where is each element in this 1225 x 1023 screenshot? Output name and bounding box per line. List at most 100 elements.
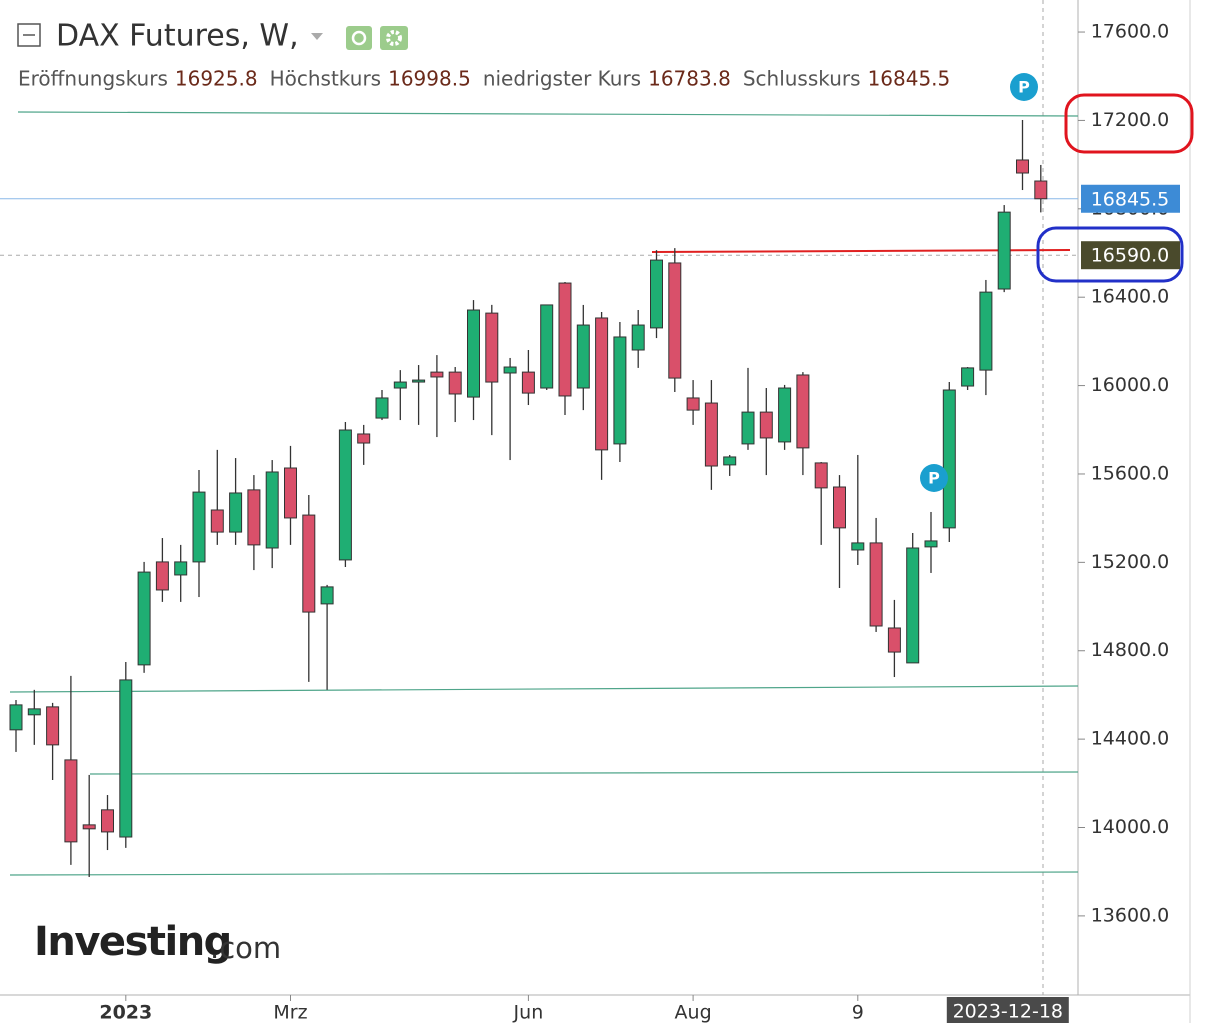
price-label-box — [1081, 241, 1180, 270]
candle-body — [961, 367, 975, 387]
candle-body — [284, 467, 297, 519]
price-label: 16845.5 — [1091, 188, 1170, 210]
candle-body — [851, 542, 865, 551]
x-tick-label-box — [946, 997, 1069, 1023]
candle-body — [924, 540, 938, 548]
highlight-ellipse — [1036, 226, 1184, 283]
candle-body — [46, 706, 60, 746]
highlight-ellipse — [1064, 93, 1194, 154]
candle-body — [192, 491, 206, 563]
candle-body — [302, 514, 316, 613]
settings-icon[interactable] — [380, 26, 408, 50]
candle-body — [869, 542, 883, 627]
candle-body — [741, 411, 755, 445]
candle-body — [650, 259, 663, 329]
watermark-suffix: .com — [210, 931, 281, 965]
candle-body — [558, 282, 572, 397]
candle-body — [1034, 180, 1048, 200]
y-tick-label: 13600.0 — [1091, 904, 1170, 926]
visibility-icon[interactable] — [346, 26, 372, 50]
trend-line — [9, 871, 1079, 876]
candle-body — [631, 324, 645, 351]
candle-body — [979, 291, 993, 371]
candle-body — [997, 211, 1011, 290]
event-marker[interactable] — [920, 464, 948, 492]
y-tick-label: 14400.0 — [1091, 728, 1170, 750]
candle-body — [759, 411, 773, 439]
dropdown-icon[interactable] — [311, 33, 323, 40]
candle-body — [155, 561, 169, 591]
candle-body — [210, 509, 224, 533]
event-marker[interactable] — [1010, 73, 1038, 101]
candle-body — [229, 492, 243, 533]
watermark: Investing — [34, 919, 231, 965]
candle-body — [27, 708, 41, 716]
ohlc-label: Höchstkurs — [270, 67, 382, 91]
event-marker-label: P — [928, 469, 940, 488]
candle-body — [265, 471, 279, 549]
y-tick-label: 17600.0 — [1091, 21, 1170, 43]
x-tick-label: 9 — [852, 1002, 864, 1023]
candle-body — [64, 759, 78, 843]
x-tick-label: Jun — [513, 1002, 544, 1023]
candle-body — [101, 809, 114, 833]
candle-body — [448, 371, 462, 395]
candle-body — [704, 402, 718, 467]
candle-body — [668, 262, 682, 379]
candle-body — [174, 561, 188, 576]
candle-body — [82, 824, 96, 830]
chart-title: DAX Futures, W, — [56, 19, 299, 54]
candle-body — [430, 371, 444, 378]
candle-body — [576, 324, 590, 389]
ohlc-label: Eröffnungskurs — [18, 67, 168, 91]
trend-lines — [9, 111, 1079, 876]
candle-body — [485, 312, 499, 383]
y-tick-label: 15600.0 — [1091, 462, 1170, 484]
candle-body — [393, 381, 407, 389]
candle-body — [412, 379, 426, 383]
event-marker-label: P — [1018, 78, 1030, 97]
candle-body — [906, 547, 920, 664]
collapse-icon[interactable] — [17, 23, 41, 47]
candle-body — [320, 586, 334, 605]
candle-body — [9, 704, 23, 731]
x-tick-label: Mrz — [273, 1002, 307, 1023]
candle-body — [338, 429, 352, 561]
candle-body — [613, 336, 627, 445]
ohlc-value: 16783.8 — [648, 67, 731, 91]
y-tick-label: 14800.0 — [1091, 639, 1170, 661]
trend-line — [89, 771, 1079, 775]
candle-body — [137, 571, 151, 666]
x-tick-label: 2023-12-18 — [953, 1001, 1063, 1023]
ohlc-value: 16925.8 — [175, 67, 258, 91]
visibility-icon-eye — [351, 30, 367, 46]
candle-body — [887, 627, 901, 653]
ohlc-value: 16845.5 — [868, 67, 951, 91]
price-label: 16590.0 — [1091, 245, 1170, 267]
y-tick-label: 14000.0 — [1091, 816, 1170, 838]
x-tick-label: Aug — [675, 1002, 712, 1023]
candle-body — [521, 371, 535, 394]
price-label-box — [1081, 184, 1180, 213]
candle-body — [1016, 159, 1029, 174]
ohlc-label: niedrigster Kurs — [483, 67, 641, 91]
trend-line — [17, 111, 1079, 117]
x-tick-label: 2023 — [99, 1002, 152, 1023]
candle-body — [540, 304, 554, 389]
candle-body — [467, 309, 480, 398]
y-tick-label: 17200.0 — [1091, 109, 1170, 131]
candle-body — [247, 489, 261, 546]
y-tick-label: 16000.0 — [1091, 374, 1170, 396]
candle-body — [796, 374, 810, 449]
candle-body — [942, 389, 956, 529]
candle-body — [357, 433, 371, 444]
candle-body — [375, 397, 389, 419]
ohlc-label: Schlusskurs — [743, 67, 861, 91]
trend-line — [9, 685, 1079, 693]
candle-body — [595, 317, 609, 451]
settings-icon-gear — [386, 30, 402, 46]
candle-body — [119, 679, 133, 838]
y-tick-label: 16400.0 — [1091, 286, 1170, 308]
